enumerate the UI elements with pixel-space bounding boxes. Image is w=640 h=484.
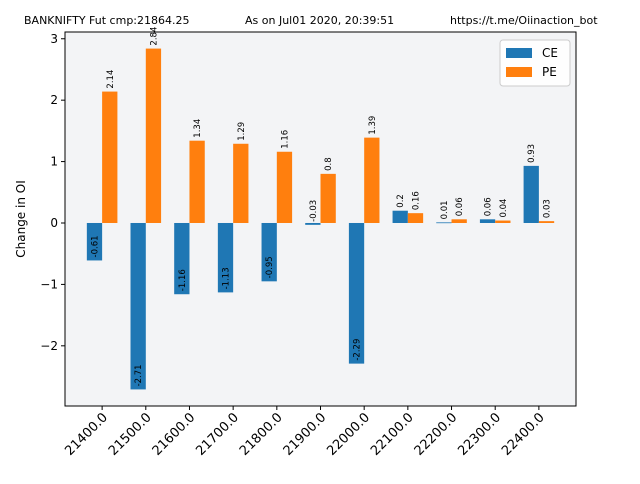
bar-label-ce-22400.0: 0.93 xyxy=(527,144,537,163)
x-tick-label: 21600.0 xyxy=(150,410,199,459)
bar-label-ce-22200.0: 0.01 xyxy=(440,200,450,219)
bar-ce-21700.0 xyxy=(217,222,234,293)
bar-label-pe-21800.0: 1.16 xyxy=(280,130,290,149)
bar-pe-22400.0 xyxy=(538,221,555,223)
bars-layer xyxy=(86,48,555,390)
bar-label-ce-22300.0: 0.06 xyxy=(484,197,494,216)
bar-ce-22200.0 xyxy=(436,222,452,224)
bar-label-pe-21700.0: 1.29 xyxy=(237,122,247,141)
legend-label-ce: CE xyxy=(542,46,558,60)
bar-label-ce-22100.0: 0.2 xyxy=(396,194,406,208)
legend-label-pe: PE xyxy=(542,65,557,79)
bar-ce-21900.0 xyxy=(305,222,321,225)
bar-label-ce-22000.0: -2.29 xyxy=(353,339,363,361)
x-tick-label: 21800.0 xyxy=(237,410,286,459)
bar-pe-22000.0 xyxy=(364,137,380,223)
bar-pe-22100.0 xyxy=(407,213,424,223)
legend-box xyxy=(499,39,571,87)
bar-labels-layer: -0.61 -2.71 -1.16 -1.13 -0.95 -0.03 -2.29 0.2 0.… xyxy=(90,27,552,387)
bar-label-ce-21400.0: -0.61 xyxy=(90,235,100,257)
y-tick-label: −2 xyxy=(40,339,58,353)
bar-pe-22200.0 xyxy=(451,219,467,223)
bar-ce-21800.0 xyxy=(261,222,277,282)
header-instrument-price: BANKNIFTY Fut cmp:21864.25 xyxy=(24,14,190,27)
x-tick-label: 22200.0 xyxy=(412,410,461,459)
bar-ce-22000.0 xyxy=(348,222,365,364)
x-tick-label: 22100.0 xyxy=(368,410,417,459)
y-tick-label: 0 xyxy=(50,216,58,230)
bar-label-pe-22300.0: 0.04 xyxy=(499,199,509,218)
bar-ce-22400.0 xyxy=(523,165,539,223)
x-tick-label: 22300.0 xyxy=(455,410,504,459)
bar-ce-22300.0 xyxy=(479,219,496,223)
x-tick-label: 22400.0 xyxy=(499,410,548,459)
bar-label-ce-21800.0: -0.95 xyxy=(265,256,275,278)
header-bot-link: https://t.me/Oiinaction_bot xyxy=(450,14,598,27)
bar-label-pe-21600.0: 1.34 xyxy=(193,119,203,138)
bar-pe-21700.0 xyxy=(233,143,249,223)
y-tick-label: 3 xyxy=(50,32,58,46)
bar-label-pe-22400.0: 0.03 xyxy=(543,199,553,218)
bar-ce-21500.0 xyxy=(130,222,146,390)
y-tick-label: 2 xyxy=(50,93,58,107)
legend-swatch-pe xyxy=(506,67,532,77)
bar-pe-21500.0 xyxy=(145,48,162,223)
bar-label-pe-21400.0: 2.14 xyxy=(106,70,116,89)
bar-label-ce-21700.0: -1.13 xyxy=(222,267,232,289)
y-axis: −2 −1 0 1 2 3 xyxy=(40,32,65,353)
bar-label-pe-22100.0: 0.16 xyxy=(411,191,421,210)
bar-label-pe-21500.0: 2.84 xyxy=(149,27,159,46)
y-tick-label: −1 xyxy=(40,277,58,291)
bar-pe-21800.0 xyxy=(276,151,293,223)
y-axis-label: Change in OI xyxy=(14,180,28,258)
bar-ce-21400.0 xyxy=(86,222,103,261)
x-tick-label: 22000.0 xyxy=(324,410,373,459)
bar-label-pe-21900.0: 0.8 xyxy=(324,157,334,171)
bar-pe-22300.0 xyxy=(495,220,511,223)
bar-label-pe-22200.0: 0.06 xyxy=(455,197,465,216)
x-tick-label: 21900.0 xyxy=(281,410,330,459)
y-tick-label: 1 xyxy=(50,155,58,169)
x-tick-label: 21500.0 xyxy=(106,410,155,459)
bar-label-ce-21600.0: -1.16 xyxy=(178,269,188,291)
x-axis: 21400.021500.021600.021700.021800.021900… xyxy=(62,406,548,459)
legend-swatch-ce xyxy=(506,48,532,58)
bar-label-pe-22000.0: 1.39 xyxy=(368,116,378,135)
bar-ce-22100.0 xyxy=(392,210,408,223)
bar-label-ce-21900.0: -0.03 xyxy=(309,200,319,222)
bar-label-ce-21500.0: -2.71 xyxy=(134,364,144,386)
bar-pe-21400.0 xyxy=(102,91,118,223)
bar-pe-21900.0 xyxy=(320,173,336,223)
bar-ce-21600.0 xyxy=(174,222,190,295)
x-tick-label: 21400.0 xyxy=(62,410,111,459)
bar-pe-21600.0 xyxy=(189,140,205,223)
header-timestamp: As on Jul01 2020, 20:39:51 xyxy=(245,14,394,27)
legend: CE PE xyxy=(499,39,571,87)
x-tick-label: 21700.0 xyxy=(193,410,242,459)
